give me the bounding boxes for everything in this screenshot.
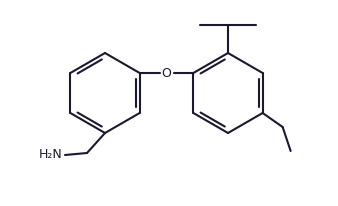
Text: H₂N: H₂N bbox=[39, 149, 63, 162]
Text: O: O bbox=[162, 67, 171, 80]
